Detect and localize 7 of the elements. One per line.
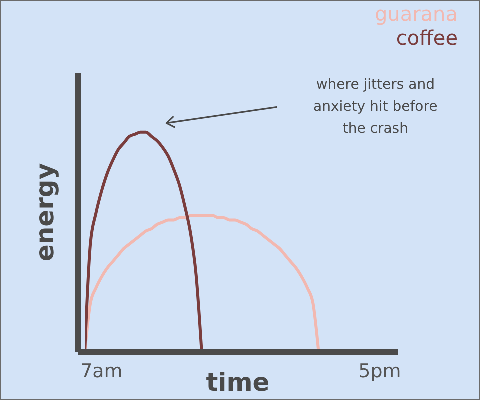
x-tick-label: 7am: [80, 360, 123, 382]
text: guarana: [374, 2, 458, 26]
text: coffee: [396, 26, 458, 50]
y-axis-title: energy: [30, 163, 60, 262]
x-tick-label: 5pm: [358, 360, 402, 382]
annotation: where jitters and anxiety hit before the crash: [312, 76, 439, 140]
x-axis-title: time: [206, 368, 270, 397]
